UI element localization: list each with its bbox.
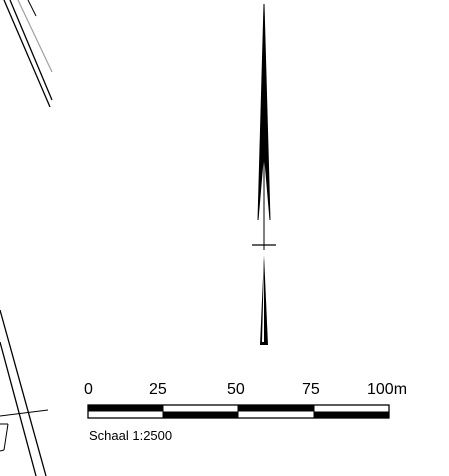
scale-tick-label: 50: [227, 381, 245, 398]
scale-tick-label: 100m: [367, 381, 407, 398]
scale-segment-1-top: [88, 405, 163, 412]
parcel-lines-bottom-left: [0, 309, 49, 476]
parcel-boundary-1: [0, 409, 49, 417]
road-edge-gray: [17, 0, 53, 73]
scale-segment-4-bottom: [314, 411, 389, 418]
scale-segment-2-bottom: [163, 411, 238, 418]
parcel-edge-2: [0, 341, 37, 476]
road-edge-3: [27, 0, 37, 17]
scale-caption: Schaal 1:2500: [89, 428, 172, 443]
road-edge-1: [9, 0, 53, 101]
scale-segment-3-top: [238, 405, 314, 412]
north-arrow-icon: [252, 3, 276, 345]
road-edge-2: [3, 0, 51, 108]
parcel-boundary-3: [3, 423, 9, 451]
road-lines-top-left: [3, 0, 53, 108]
scale-tick-label: 25: [149, 381, 167, 398]
parcel-boundary-4: [0, 449, 5, 452]
scale-tick-label: 0: [84, 381, 93, 398]
parcel-edge-1: [0, 309, 47, 476]
scale-bar: 0 25 50 75 100m Schaal 1:2500: [84, 381, 407, 443]
scale-tick-label: 75: [302, 381, 320, 398]
